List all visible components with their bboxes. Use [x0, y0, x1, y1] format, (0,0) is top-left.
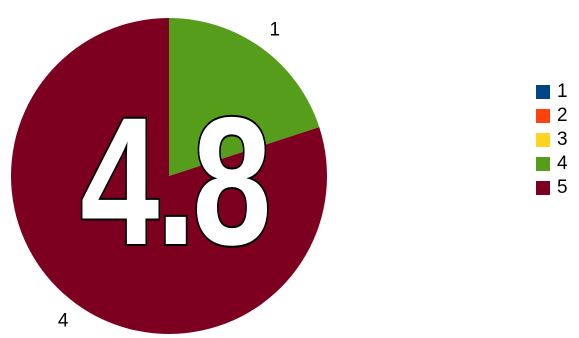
legend-swatch-1 — [536, 85, 550, 99]
legend-swatch-4 — [536, 157, 550, 171]
legend-swatch-5 — [536, 181, 550, 195]
legend-item-2: 2 — [536, 104, 568, 128]
legend-label-4: 4 — [557, 153, 568, 174]
slice-label-4: 1 — [270, 19, 281, 40]
legend-item-1: 1 — [536, 80, 568, 104]
legend-label-2: 2 — [557, 105, 568, 126]
legend-item-5: 5 — [536, 176, 568, 200]
chart-legend: 1 2 3 4 5 — [536, 80, 568, 200]
pie-slice-5 — [11, 18, 328, 334]
legend-swatch-2 — [536, 109, 550, 123]
pie-slice-4 — [169, 18, 320, 176]
legend-swatch-3 — [536, 133, 550, 147]
average-rating-overlay: 4.8 — [79, 79, 273, 283]
legend-label-1: 1 — [557, 81, 568, 102]
legend-label-3: 3 — [557, 129, 568, 150]
legend-item-3: 3 — [536, 128, 568, 152]
legend-item-4: 4 — [536, 152, 568, 176]
slice-label-5: 4 — [58, 311, 69, 332]
legend-label-5: 5 — [557, 177, 568, 198]
